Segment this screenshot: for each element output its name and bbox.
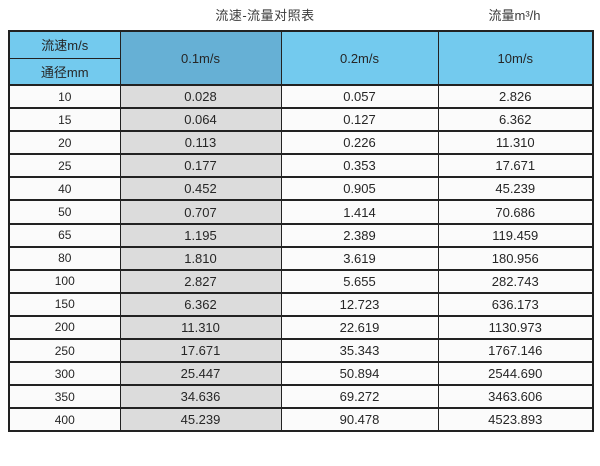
flow-unit-label: 流量m³/h bbox=[488, 8, 541, 23]
flow-value-cell: 1130.973 bbox=[437, 314, 594, 341]
flow-value-cell: 0.707 bbox=[119, 199, 282, 225]
table-row: 100 2.827 5.655 282.743 bbox=[8, 268, 594, 294]
table-row: 50 0.707 1.414 70.686 bbox=[8, 199, 594, 225]
diameter-cell: 400 bbox=[8, 407, 121, 433]
header-row-bottom: 通径mm bbox=[8, 57, 593, 86]
flow-value-cell: 2544.690 bbox=[437, 361, 594, 387]
flow-value-cell: 0.064 bbox=[119, 107, 282, 133]
table-row: 400 45.239 90.478 4523.893 bbox=[8, 407, 594, 433]
table-body: 10 0.028 0.057 2.826 15 0.064 0.127 6.362 20 0.11… bbox=[8, 83, 594, 433]
table-header: 流速m/s 0.1m/s 0.2m/s 10m/s 通径mm bbox=[8, 30, 594, 86]
diameter-cell: 25 bbox=[8, 153, 121, 179]
table-row: 250 17.671 35.343 1767.146 bbox=[8, 338, 594, 364]
header-row-top: 流速m/s 0.1m/s 0.2m/s 10m/s bbox=[8, 30, 594, 86]
flow-value-cell: 282.743 bbox=[437, 268, 594, 294]
flow-value-cell: 3.619 bbox=[280, 245, 439, 271]
diameter-cell: 65 bbox=[8, 222, 121, 248]
flow-value-cell: 0.353 bbox=[280, 153, 439, 179]
diameter-cell: 50 bbox=[8, 199, 121, 225]
header-diameter-label: 通径mm bbox=[8, 57, 121, 86]
table-row: 150 6.362 12.723 636.173 bbox=[8, 291, 594, 317]
flow-value-cell: 1.414 bbox=[280, 199, 439, 225]
flow-value-cell: 0.226 bbox=[280, 130, 439, 156]
flow-value-cell: 0.905 bbox=[280, 176, 439, 202]
flow-value-cell: 17.671 bbox=[437, 153, 594, 179]
flow-value-cell: 0.177 bbox=[119, 153, 282, 179]
flow-value-cell: 6.362 bbox=[119, 291, 282, 317]
flow-value-cell: 11.310 bbox=[437, 130, 594, 156]
table-row: 300 25.447 50.894 2544.690 bbox=[8, 361, 594, 387]
table-row: 200 11.310 22.619 1130.973 bbox=[8, 314, 594, 341]
diameter-cell: 20 bbox=[8, 130, 121, 156]
diameter-cell: 250 bbox=[8, 338, 121, 364]
diameter-cell: 80 bbox=[8, 245, 121, 271]
table-row: 20 0.113 0.226 11.310 bbox=[8, 130, 594, 156]
table-row: 80 1.810 3.619 180.956 bbox=[8, 245, 594, 271]
table-row: 10 0.028 0.057 2.826 bbox=[8, 83, 594, 110]
diameter-cell: 150 bbox=[8, 291, 121, 317]
flow-value-cell: 25.447 bbox=[119, 361, 282, 387]
flow-value-cell: 0.028 bbox=[119, 83, 282, 110]
table-row: 350 34.636 69.272 3463.606 bbox=[8, 384, 594, 410]
flow-value-cell: 1.195 bbox=[119, 222, 282, 248]
header-col-0-1ms: 0.1m/s bbox=[119, 30, 282, 86]
table-row: 25 0.177 0.353 17.671 bbox=[8, 153, 594, 179]
header-velocity-label: 流速m/s bbox=[8, 30, 121, 59]
flow-value-cell: 0.113 bbox=[119, 130, 282, 156]
flow-value-cell: 45.239 bbox=[119, 407, 282, 433]
flow-value-cell: 1.810 bbox=[119, 245, 282, 271]
flow-value-cell: 1767.146 bbox=[437, 338, 594, 364]
diameter-cell: 10 bbox=[8, 83, 121, 110]
diameter-cell: 350 bbox=[8, 384, 121, 410]
table-title: 流速-流量对照表 bbox=[215, 8, 315, 23]
flow-value-cell: 35.343 bbox=[280, 338, 439, 364]
flow-value-cell: 22.619 bbox=[280, 314, 439, 341]
flow-value-cell: 90.478 bbox=[280, 407, 439, 433]
flow-value-cell: 17.671 bbox=[119, 338, 282, 364]
flow-value-cell: 2.826 bbox=[437, 83, 594, 110]
flow-value-cell: 5.655 bbox=[280, 268, 439, 294]
flow-value-cell: 50.894 bbox=[280, 361, 439, 387]
flow-value-cell: 0.452 bbox=[119, 176, 282, 202]
header-col-10ms: 10m/s bbox=[437, 30, 594, 86]
flow-value-cell: 34.636 bbox=[119, 384, 282, 410]
flow-value-cell: 0.127 bbox=[280, 107, 439, 133]
flow-value-cell: 70.686 bbox=[437, 199, 594, 225]
diameter-cell: 15 bbox=[8, 107, 121, 133]
flow-value-cell: 0.057 bbox=[280, 83, 439, 110]
table-row: 15 0.064 0.127 6.362 bbox=[8, 107, 594, 133]
flow-value-cell: 3463.606 bbox=[437, 384, 594, 410]
diameter-cell: 100 bbox=[8, 268, 121, 294]
flow-value-cell: 6.362 bbox=[437, 107, 594, 133]
flow-value-cell: 2.827 bbox=[119, 268, 282, 294]
flow-value-cell: 45.239 bbox=[437, 176, 594, 202]
diameter-cell: 40 bbox=[8, 176, 121, 202]
diameter-cell: 300 bbox=[8, 361, 121, 387]
flow-conversion-table: 流速m/s 0.1m/s 0.2m/s 10m/s 通径mm 10 0.028 0.… bbox=[8, 30, 594, 433]
flow-value-cell: 119.459 bbox=[437, 222, 594, 248]
table-row: 65 1.195 2.389 119.459 bbox=[8, 222, 594, 248]
flow-value-cell: 636.173 bbox=[437, 291, 594, 317]
diameter-cell: 200 bbox=[8, 314, 121, 341]
table-row: 40 0.452 0.905 45.239 bbox=[8, 176, 594, 202]
flow-value-cell: 69.272 bbox=[280, 384, 439, 410]
flow-value-cell: 12.723 bbox=[280, 291, 439, 317]
header-col-0-2ms: 0.2m/s bbox=[280, 30, 439, 86]
flow-value-cell: 180.956 bbox=[437, 245, 594, 271]
flow-value-cell: 11.310 bbox=[119, 314, 282, 341]
flow-value-cell: 2.389 bbox=[280, 222, 439, 248]
flow-value-cell: 4523.893 bbox=[437, 407, 594, 433]
